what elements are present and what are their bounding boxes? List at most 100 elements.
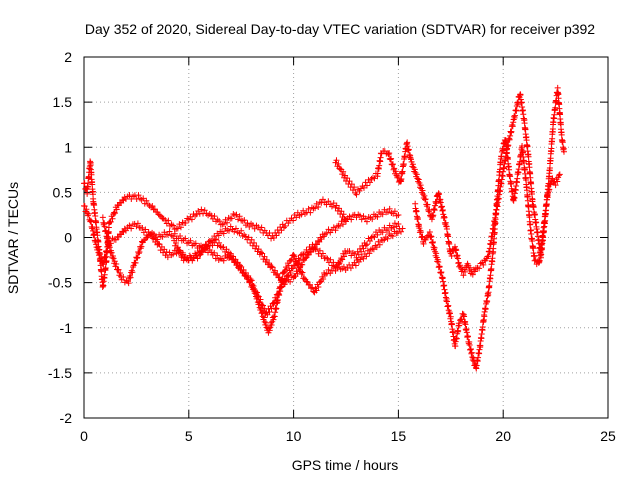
data-point	[395, 173, 402, 180]
data-point	[341, 215, 348, 222]
data-point	[213, 236, 220, 243]
data-point	[100, 258, 107, 265]
data-point	[170, 251, 177, 258]
data-point	[297, 252, 304, 259]
data-point	[216, 218, 223, 225]
data-point	[366, 238, 373, 245]
data-point	[139, 224, 146, 231]
data-point	[529, 196, 536, 203]
data-point	[274, 270, 281, 277]
series-trace-c	[99, 205, 402, 288]
data-point	[386, 150, 393, 157]
data-point	[340, 221, 347, 228]
data-point	[99, 214, 106, 221]
data-point	[299, 261, 306, 268]
data-point	[319, 196, 326, 203]
data-point	[507, 173, 514, 180]
data-point	[125, 280, 132, 287]
data-point	[220, 257, 227, 264]
data-point	[508, 128, 515, 135]
data-point	[398, 228, 405, 235]
data-point	[129, 269, 136, 276]
data-point	[224, 219, 231, 226]
data-point	[138, 243, 145, 250]
data-point	[398, 175, 405, 182]
data-point	[220, 220, 227, 227]
data-point	[273, 232, 280, 239]
data-point	[407, 156, 414, 163]
data-point	[140, 195, 147, 202]
data-point	[198, 206, 205, 213]
data-point	[101, 254, 108, 261]
y-tick-label: -1	[60, 320, 73, 336]
data-point	[246, 223, 253, 230]
data-point	[316, 247, 323, 254]
data-point	[120, 274, 127, 281]
data-point	[355, 258, 362, 265]
data-point	[312, 205, 319, 212]
data-point	[104, 248, 111, 255]
data-point	[296, 257, 303, 264]
data-point	[287, 269, 294, 276]
data-point	[220, 230, 227, 237]
data-point	[258, 224, 265, 231]
data-point	[133, 255, 140, 262]
data-point	[248, 236, 255, 243]
data-point	[360, 245, 367, 252]
data-point	[215, 232, 222, 239]
data-point	[188, 216, 195, 223]
data-point	[425, 208, 432, 215]
data-point	[214, 252, 221, 259]
data-point	[231, 212, 238, 219]
data-point	[117, 269, 124, 276]
y-tick-label: 0.5	[53, 184, 73, 200]
data-point	[363, 182, 370, 189]
data-point	[187, 237, 194, 244]
data-point	[379, 237, 386, 244]
data-point	[386, 205, 393, 212]
data-point	[259, 250, 266, 257]
data-point	[303, 246, 310, 253]
data-point	[395, 211, 402, 218]
data-point	[253, 242, 260, 249]
data-point	[110, 255, 117, 262]
data-point	[461, 313, 468, 320]
data-point	[262, 319, 269, 326]
data-point	[269, 264, 276, 271]
data-point	[153, 236, 160, 243]
data-point	[366, 179, 373, 186]
data-point	[135, 250, 142, 257]
data-point	[179, 251, 186, 258]
x-tick-label: 0	[80, 428, 88, 444]
data-point	[376, 241, 383, 248]
data-point	[555, 172, 562, 179]
y-tick-label: 0	[64, 230, 72, 246]
data-point	[290, 262, 297, 269]
data-point	[238, 227, 245, 234]
data-point	[192, 240, 199, 247]
data-point	[560, 148, 567, 155]
data-point	[215, 256, 222, 263]
data-point	[177, 224, 184, 231]
data-point	[93, 244, 100, 251]
data-point	[554, 178, 561, 185]
data-point	[324, 255, 331, 262]
data-point	[261, 318, 268, 325]
data-point	[462, 268, 469, 275]
data-point	[320, 276, 327, 283]
data-point	[455, 327, 462, 334]
x-tick-label: 20	[495, 428, 511, 444]
data-point	[325, 266, 332, 273]
data-point	[142, 226, 149, 233]
data-points	[81, 84, 567, 372]
data-point	[170, 222, 177, 229]
data-point	[394, 229, 401, 236]
data-point	[132, 259, 139, 266]
data-point	[539, 233, 546, 240]
data-point	[399, 225, 406, 232]
data-point	[549, 175, 556, 182]
data-point	[480, 261, 487, 268]
data-point	[327, 256, 334, 263]
data-point	[285, 262, 292, 269]
data-point	[275, 229, 282, 236]
